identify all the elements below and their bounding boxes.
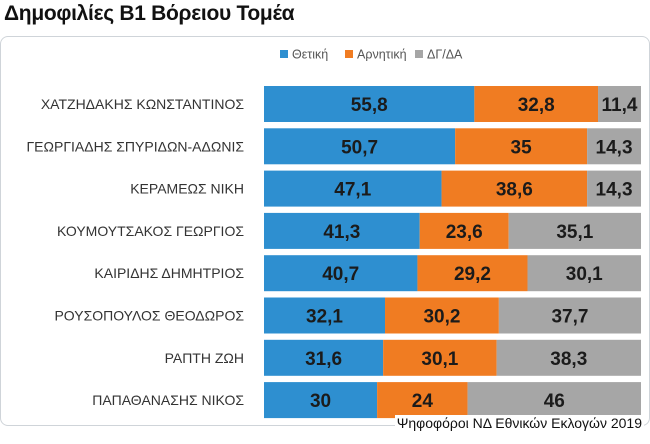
data-label: 35,1 — [556, 222, 593, 243]
bar-segment — [417, 255, 528, 292]
bar-segment — [264, 339, 384, 376]
chart-legend: Θετική Αρνητική ΔΓ/ΔΑ — [280, 48, 463, 62]
data-label: 29,2 — [454, 264, 491, 285]
bar-row: 31,6 30,1 38,3 — [264, 339, 641, 376]
data-label: 47,1 — [334, 180, 371, 201]
bar-row: 32,1 30,2 37,7 — [264, 297, 641, 334]
legend-swatch — [415, 50, 423, 58]
bar-segment — [587, 128, 641, 165]
legend-item: ΔΓ/ΔΑ — [415, 48, 463, 62]
data-label: 14,3 — [596, 137, 633, 158]
legend-swatch — [280, 50, 288, 58]
bar-segment — [598, 86, 641, 122]
bar-row: 40,7 29,2 30,1 — [264, 255, 641, 292]
data-label: 46 — [544, 391, 565, 412]
bar-segment — [264, 212, 420, 249]
legend-label: Αρνητική — [357, 48, 407, 62]
category-label: ΠΑΠΑΘΑΝΑΣΗΣ ΝΙΚΟΣ — [92, 392, 244, 408]
legend-label: Θετική — [292, 48, 328, 62]
category-label: ΧΑΤΖΗΔΑΚΗΣ ΚΩΝΣΤΑΝΤΙΝΟΣ — [41, 96, 245, 112]
data-label: 32,8 — [518, 95, 555, 116]
data-label: 38,6 — [496, 180, 533, 201]
category-label: ΡΟΥΣΟΠΟΥΛΟΣ ΘΕΟΔΩΡΟΣ — [54, 308, 244, 324]
bar-segment — [264, 382, 378, 419]
bar-segment — [441, 170, 588, 207]
bar-segment — [264, 255, 418, 292]
data-label: 38,3 — [550, 349, 587, 370]
data-label: 37,7 — [551, 307, 588, 328]
category-label: ΡΑΠΤΗ ΖΩΗ — [165, 350, 244, 366]
category-label: ΚΕΡΑΜΕΩΣ ΝΙΚΗ — [130, 181, 244, 197]
bar-segment — [496, 339, 641, 376]
bar-row: 47,1 38,6 14,3 — [264, 170, 641, 207]
data-label: 31,6 — [305, 349, 342, 370]
bar-area: 55,8 32,8 11,4 50,7 35 14,3 47,1 38,6 14,3 41,3 23… — [264, 86, 641, 419]
data-label: 32,1 — [306, 307, 343, 328]
bar-segment — [527, 255, 641, 292]
bar-segment — [264, 128, 456, 165]
bar-segment — [498, 297, 641, 334]
data-label: 14,3 — [596, 180, 633, 201]
bar-segment — [383, 339, 497, 376]
bar-row: 55,8 32,8 11,4 — [264, 86, 641, 122]
legend-item: Θετική — [280, 48, 328, 62]
data-label: 30,1 — [421, 349, 458, 370]
data-label: 30,1 — [566, 264, 603, 285]
page-title: Δημοφιλίες Β1 Βόρειου Τομέα — [4, 2, 295, 25]
bar-segment — [474, 86, 599, 122]
bar-segment — [385, 297, 499, 334]
bar-segment — [467, 382, 641, 419]
data-label: 30 — [310, 391, 331, 412]
data-label: 50,7 — [341, 137, 378, 158]
bar-segment — [587, 170, 641, 207]
data-label: 40,7 — [322, 264, 359, 285]
legend-label: ΔΓ/ΔΑ — [427, 48, 463, 62]
category-label: ΚΑΙΡΙΔΗΣ ΔΗΜΗΤΡΙΟΣ — [94, 265, 244, 281]
bar-segment — [419, 212, 509, 249]
data-label: 24 — [412, 391, 434, 412]
bar-segment — [264, 297, 386, 334]
legend-item: Αρνητική — [345, 48, 407, 62]
data-label: 23,6 — [446, 222, 483, 243]
category-label: ΓΕΩΡΓΙΑΔΗΣ ΣΠΥΡΙΔΩΝ-ΑΔΩΝΙΣ — [26, 138, 244, 154]
bar-row: 41,3 23,6 35,1 — [264, 212, 641, 249]
bar-segment — [508, 212, 641, 249]
bar-row: 30 24 46 — [264, 382, 641, 419]
category-labels: ΧΑΤΖΗΔΑΚΗΣ ΚΩΝΣΤΑΝΤΙΝΟΣ ΓΕΩΡΓΙΑΔΗΣ ΣΠΥΡΙΔ… — [26, 96, 244, 408]
data-label: 41,3 — [323, 222, 360, 243]
bar-segment — [377, 382, 468, 419]
data-label: 35 — [511, 137, 533, 158]
data-label: 11,4 — [602, 95, 638, 116]
data-label: 30,2 — [423, 307, 460, 328]
source-note: Ψηφοφόροι ΝΔ Εθνικών Εκλογών 2019 — [394, 415, 644, 431]
category-label: ΚΟΥΜΟΥΤΣΑΚΟΣ ΓΕΩΡΓΙΟΣ — [57, 223, 244, 239]
legend-swatch — [345, 50, 353, 58]
bar-segment — [455, 128, 588, 165]
bar-segment — [264, 86, 475, 122]
bar-row: 50,7 35 14,3 — [264, 128, 641, 165]
bar-segment — [264, 170, 442, 207]
data-label: 55,8 — [351, 95, 388, 116]
